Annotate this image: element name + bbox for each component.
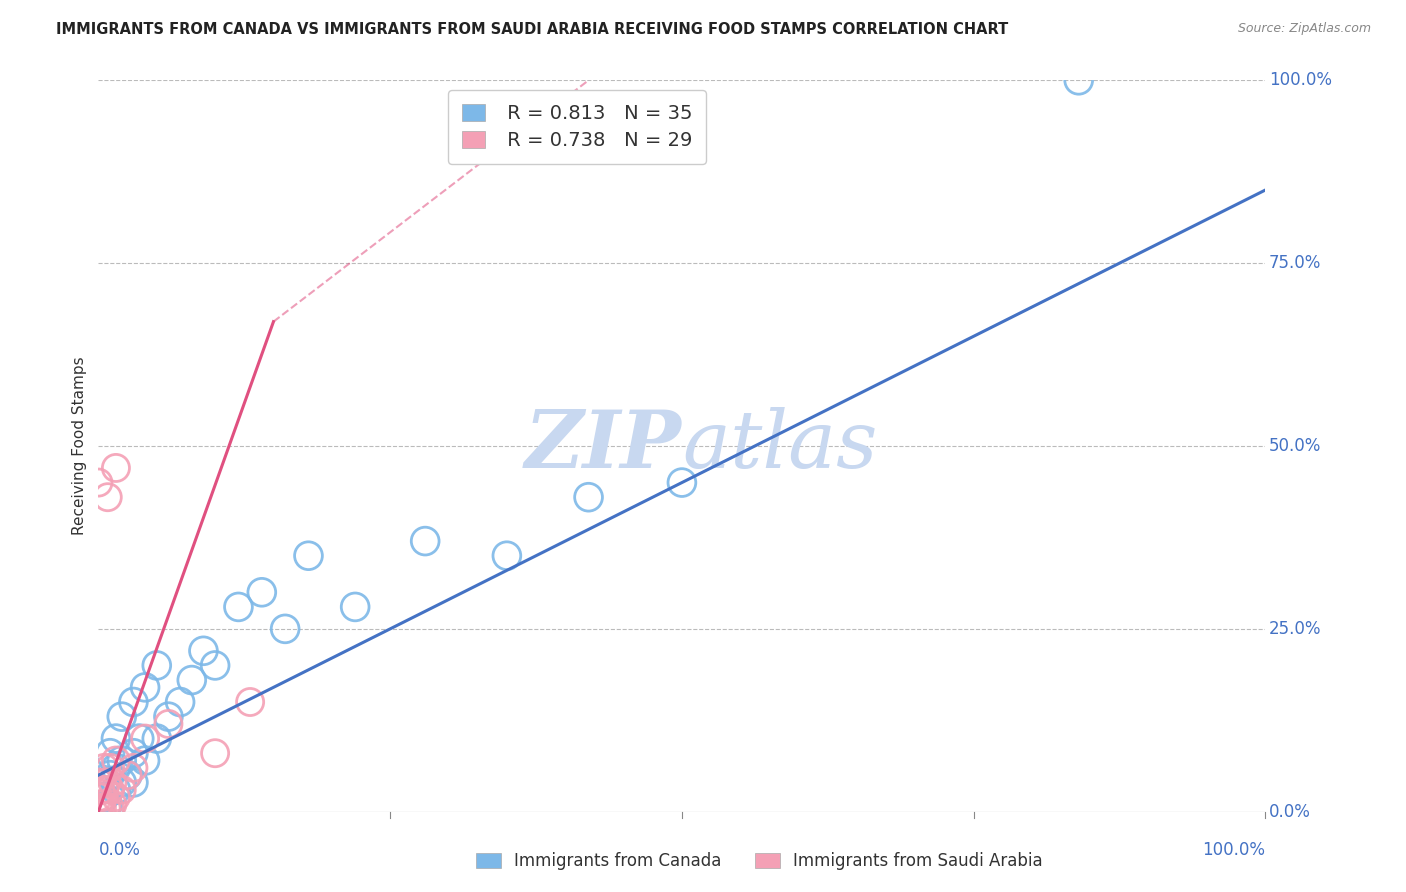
Point bbox=[87, 775, 110, 789]
Point bbox=[671, 475, 693, 490]
Text: IMMIGRANTS FROM CANADA VS IMMIGRANTS FROM SAUDI ARABIA RECEIVING FOOD STAMPS COR: IMMIGRANTS FROM CANADA VS IMMIGRANTS FRO… bbox=[56, 22, 1008, 37]
Point bbox=[93, 761, 115, 775]
Point bbox=[104, 754, 127, 768]
Point bbox=[157, 717, 180, 731]
Point bbox=[274, 622, 297, 636]
Point bbox=[496, 549, 519, 563]
Point bbox=[87, 475, 110, 490]
Point bbox=[180, 673, 202, 687]
Point bbox=[98, 801, 121, 815]
Point bbox=[193, 644, 215, 658]
Point bbox=[104, 761, 127, 775]
Point bbox=[134, 754, 156, 768]
Point bbox=[122, 761, 145, 775]
Point bbox=[101, 797, 124, 812]
Point bbox=[90, 797, 112, 812]
Point bbox=[111, 709, 134, 723]
Point bbox=[87, 801, 110, 815]
Point bbox=[413, 534, 436, 549]
Point bbox=[111, 775, 134, 789]
Text: 100.0%: 100.0% bbox=[1202, 841, 1265, 859]
Point bbox=[93, 782, 115, 797]
Point bbox=[169, 695, 191, 709]
Point bbox=[204, 746, 226, 760]
Point bbox=[87, 797, 110, 812]
Point bbox=[91, 790, 114, 805]
Point bbox=[157, 709, 180, 723]
Point bbox=[87, 790, 110, 805]
Point bbox=[122, 695, 145, 709]
Point bbox=[250, 585, 273, 599]
Text: 0.0%: 0.0% bbox=[1268, 803, 1310, 821]
Point bbox=[97, 490, 120, 504]
Point bbox=[104, 461, 127, 475]
Point bbox=[90, 782, 112, 797]
Point bbox=[98, 746, 121, 760]
Point bbox=[134, 681, 156, 695]
Legend:  R = 0.813   N = 35,  R = 0.738   N = 29: R = 0.813 N = 35, R = 0.738 N = 29 bbox=[449, 90, 706, 164]
Legend: Immigrants from Canada, Immigrants from Saudi Arabia: Immigrants from Canada, Immigrants from … bbox=[470, 846, 1049, 877]
Point bbox=[204, 658, 226, 673]
Point bbox=[98, 761, 121, 775]
Point bbox=[122, 746, 145, 760]
Point bbox=[96, 801, 118, 815]
Text: 50.0%: 50.0% bbox=[1268, 437, 1322, 455]
Point bbox=[146, 731, 169, 746]
Point bbox=[111, 782, 134, 797]
Point bbox=[97, 797, 120, 812]
Point bbox=[578, 490, 600, 504]
Point bbox=[96, 775, 118, 789]
Text: 25.0%: 25.0% bbox=[1268, 620, 1322, 638]
Point bbox=[98, 768, 121, 782]
Text: 100.0%: 100.0% bbox=[1268, 71, 1331, 89]
Point bbox=[117, 768, 139, 782]
Y-axis label: Receiving Food Stamps: Receiving Food Stamps bbox=[72, 357, 87, 535]
Text: ZIP: ZIP bbox=[524, 408, 682, 484]
Point bbox=[104, 731, 127, 746]
Point bbox=[111, 754, 134, 768]
Point bbox=[101, 775, 124, 789]
Point bbox=[228, 599, 250, 614]
Point bbox=[134, 731, 156, 746]
Point bbox=[104, 790, 127, 805]
Point bbox=[239, 695, 262, 709]
Text: 0.0%: 0.0% bbox=[98, 841, 141, 859]
Point bbox=[344, 599, 367, 614]
Point bbox=[104, 782, 127, 797]
Point bbox=[146, 658, 169, 673]
Point bbox=[93, 790, 115, 805]
Point bbox=[90, 801, 112, 815]
Point bbox=[122, 775, 145, 789]
Text: 75.0%: 75.0% bbox=[1268, 254, 1322, 272]
Text: Source: ZipAtlas.com: Source: ZipAtlas.com bbox=[1237, 22, 1371, 36]
Point bbox=[1067, 73, 1090, 87]
Point bbox=[117, 768, 139, 782]
Point bbox=[98, 782, 121, 797]
Text: atlas: atlas bbox=[682, 408, 877, 484]
Point bbox=[297, 549, 319, 563]
Point bbox=[93, 775, 115, 789]
Point bbox=[128, 731, 150, 746]
